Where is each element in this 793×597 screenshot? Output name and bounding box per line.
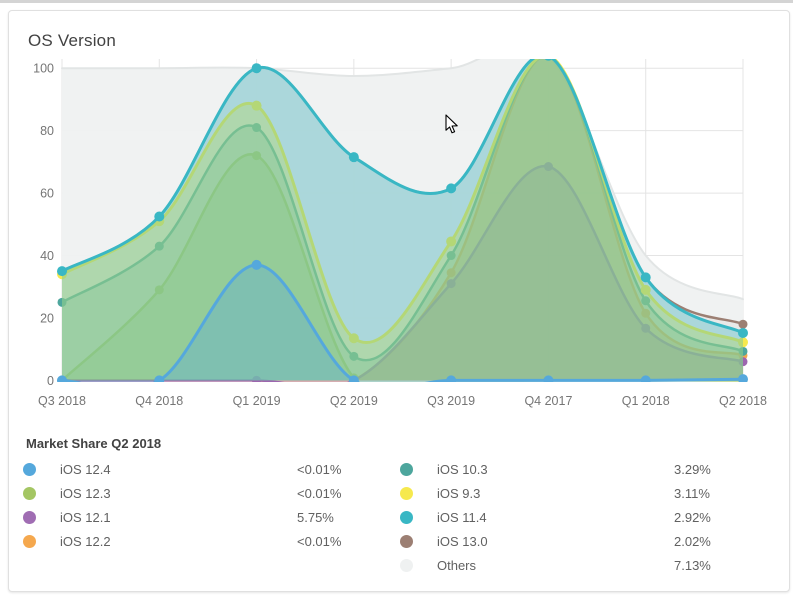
legend-series-label: iOS 10.3: [437, 461, 488, 477]
legend-item[interactable]: iOS 12.4 <0.01%: [23, 457, 341, 481]
window-top-edge: [0, 0, 793, 3]
axis-labels: 0 20 40 60 80 100 Q3 2018 Q4 2018 Q1 2019 Q2 2019…: [33, 62, 767, 408]
legend-series-value: <0.01%: [297, 485, 342, 501]
legend-item[interactable]: iOS 9.3 3.11%: [400, 481, 711, 505]
svg-text:40: 40: [40, 249, 54, 263]
series-ios-12-4: [57, 259, 748, 382]
os-version-chart-card: 0 20 40 60 80 100 Q3 2018 Q4 2018 Q1 2019 Q2 2019…: [8, 10, 790, 592]
svg-text:Q1 2019: Q1 2019: [233, 394, 281, 408]
legend-series-dot-icon: [400, 486, 413, 500]
legend-series-label: Others: [437, 557, 477, 573]
area-chart[interactable]: 0 20 40 60 80 100 Q3 2018 Q4 2018 Q1 2019 Q2 2019…: [9, 11, 789, 426]
legend-series-value: 2.92%: [674, 509, 711, 525]
svg-text:Q2 2019: Q2 2019: [330, 394, 378, 408]
legend-series-dot-icon: [400, 510, 413, 524]
svg-text:Q4 2018: Q4 2018: [135, 394, 183, 408]
svg-text:100: 100: [33, 62, 54, 76]
legend-column-1: iOS 12.4 <0.01% iOS 12.3 <0.01% iOS 12.1 5.75…: [23, 457, 341, 553]
legend-item[interactable]: iOS 12.2 <0.01%: [23, 529, 341, 553]
svg-text:20: 20: [40, 311, 54, 325]
chart-title: OS Version: [28, 31, 116, 50]
legend-item[interactable]: Others 7.13%: [400, 553, 711, 577]
legend-series-value: <0.01%: [297, 533, 342, 549]
legend-series-label: iOS 12.1: [60, 509, 111, 525]
svg-text:Q3 2019: Q3 2019: [427, 394, 475, 408]
legend-item[interactable]: iOS 11.4 2.92%: [400, 505, 711, 529]
series-ios-10-3: [57, 59, 748, 381]
legend-series-dot-icon: [23, 534, 36, 548]
legend-column-2: iOS 10.3 3.29% iOS 9.3 3.11% iOS 11.4 2.92% iO…: [400, 457, 711, 577]
legend-series-dot-icon: [23, 486, 36, 500]
svg-text:Q3 2018: Q3 2018: [38, 394, 86, 408]
series-others: [61, 59, 744, 381]
legend-series-label: iOS 9.3: [437, 485, 481, 501]
legend-series-label: iOS 13.0: [437, 533, 488, 549]
series-ios-11-4: [57, 59, 748, 381]
legend-item[interactable]: iOS 13.0 2.02%: [400, 529, 711, 553]
legend-series-dot-icon: [23, 510, 36, 524]
legend-series-dot-icon: [400, 534, 413, 548]
svg-text:Q1 2018: Q1 2018: [622, 394, 670, 408]
legend-series-value: 2.02%: [674, 533, 711, 549]
svg-text:80: 80: [40, 124, 54, 138]
legend-series-value: 7.13%: [674, 557, 711, 573]
legend-series-value: 5.75%: [297, 509, 334, 525]
legend-item[interactable]: iOS 12.1 5.75%: [23, 505, 341, 529]
legend-item[interactable]: iOS 12.3 <0.01%: [23, 481, 341, 505]
legend-series-value: 3.11%: [674, 485, 710, 501]
legend-series-value: <0.01%: [297, 461, 342, 477]
legend-series-dot-icon: [400, 558, 413, 572]
svg-text:0: 0: [47, 374, 54, 388]
legend-series-label: iOS 12.3: [60, 485, 111, 501]
legend-title: Market Share Q2 2018: [26, 436, 162, 451]
legend-series-label: iOS 11.4: [437, 509, 487, 525]
legend-series-dot-icon: [23, 462, 36, 476]
svg-text:Q4 2017: Q4 2017: [524, 394, 572, 408]
legend-item[interactable]: iOS 10.3 3.29%: [400, 457, 711, 481]
legend-series-dot-icon: [400, 462, 413, 476]
svg-text:Q2 2018: Q2 2018: [719, 394, 767, 408]
svg-text:60: 60: [40, 187, 54, 201]
legend-series-label: iOS 12.2: [60, 533, 111, 549]
legend-series-value: 3.29%: [674, 461, 711, 477]
legend-series-label: iOS 12.4: [60, 461, 111, 477]
